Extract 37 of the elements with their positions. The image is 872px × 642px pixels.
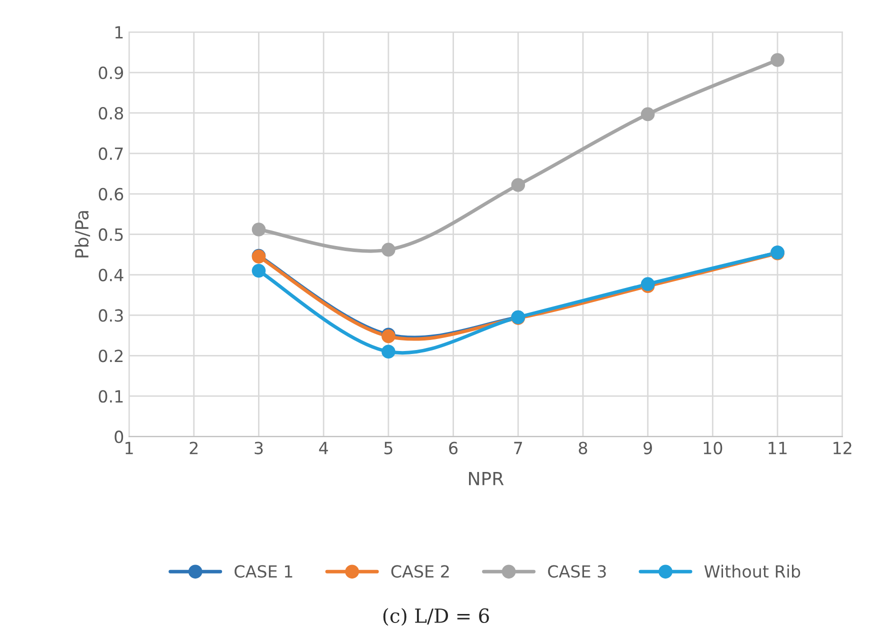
y-tick-label: 0 (114, 430, 124, 444)
x-tick-label: 5 (384, 442, 392, 454)
x-tick-label: 4 (319, 442, 328, 454)
y-tick-label: 0.9 (98, 66, 124, 80)
y-axis-title: Pb/Pa (74, 211, 90, 258)
x-axis-title: NPR (469, 472, 504, 486)
x-tick-label: 9 (644, 442, 652, 454)
point (770, 53, 784, 67)
x-tick-label: 11 (768, 442, 787, 454)
y-tick-label: 0.5 (98, 228, 123, 241)
y-tick-label: 0.8 (98, 106, 124, 120)
point (252, 264, 266, 278)
point (382, 344, 396, 359)
y-tick-label: 0.1 (98, 390, 123, 403)
y-tick-label: 0.7 (98, 147, 123, 160)
x-tick-label: 8 (578, 442, 588, 454)
y-tick-label: 1 (115, 26, 123, 38)
point (511, 178, 526, 192)
y-tick-label: 0.4 (98, 268, 124, 282)
x-tick-label: 12 (834, 442, 852, 454)
x-tick-label: 10 (704, 442, 722, 454)
legend-label: CASE 3 (548, 565, 606, 578)
legend-label: CASE 1 (234, 565, 292, 578)
legend-label: Without Rib (704, 564, 800, 578)
x-tick-label: 7 (514, 442, 522, 454)
y-tick-label: 0.2 (98, 350, 123, 362)
x-tick-label: 6 (449, 442, 458, 454)
text: (c) L/D = 6 (383, 608, 489, 626)
x-tick-label: 2 (190, 442, 198, 454)
point (382, 242, 396, 257)
legend-label: CASE 2 (391, 565, 449, 578)
x-tick-label: 3 (254, 442, 263, 454)
y-tick-label: 0.3 (98, 309, 123, 322)
point (252, 222, 266, 236)
x-tick-label: 1 (126, 442, 133, 454)
y-tick-label: 0.6 (98, 188, 124, 200)
point (640, 107, 655, 122)
